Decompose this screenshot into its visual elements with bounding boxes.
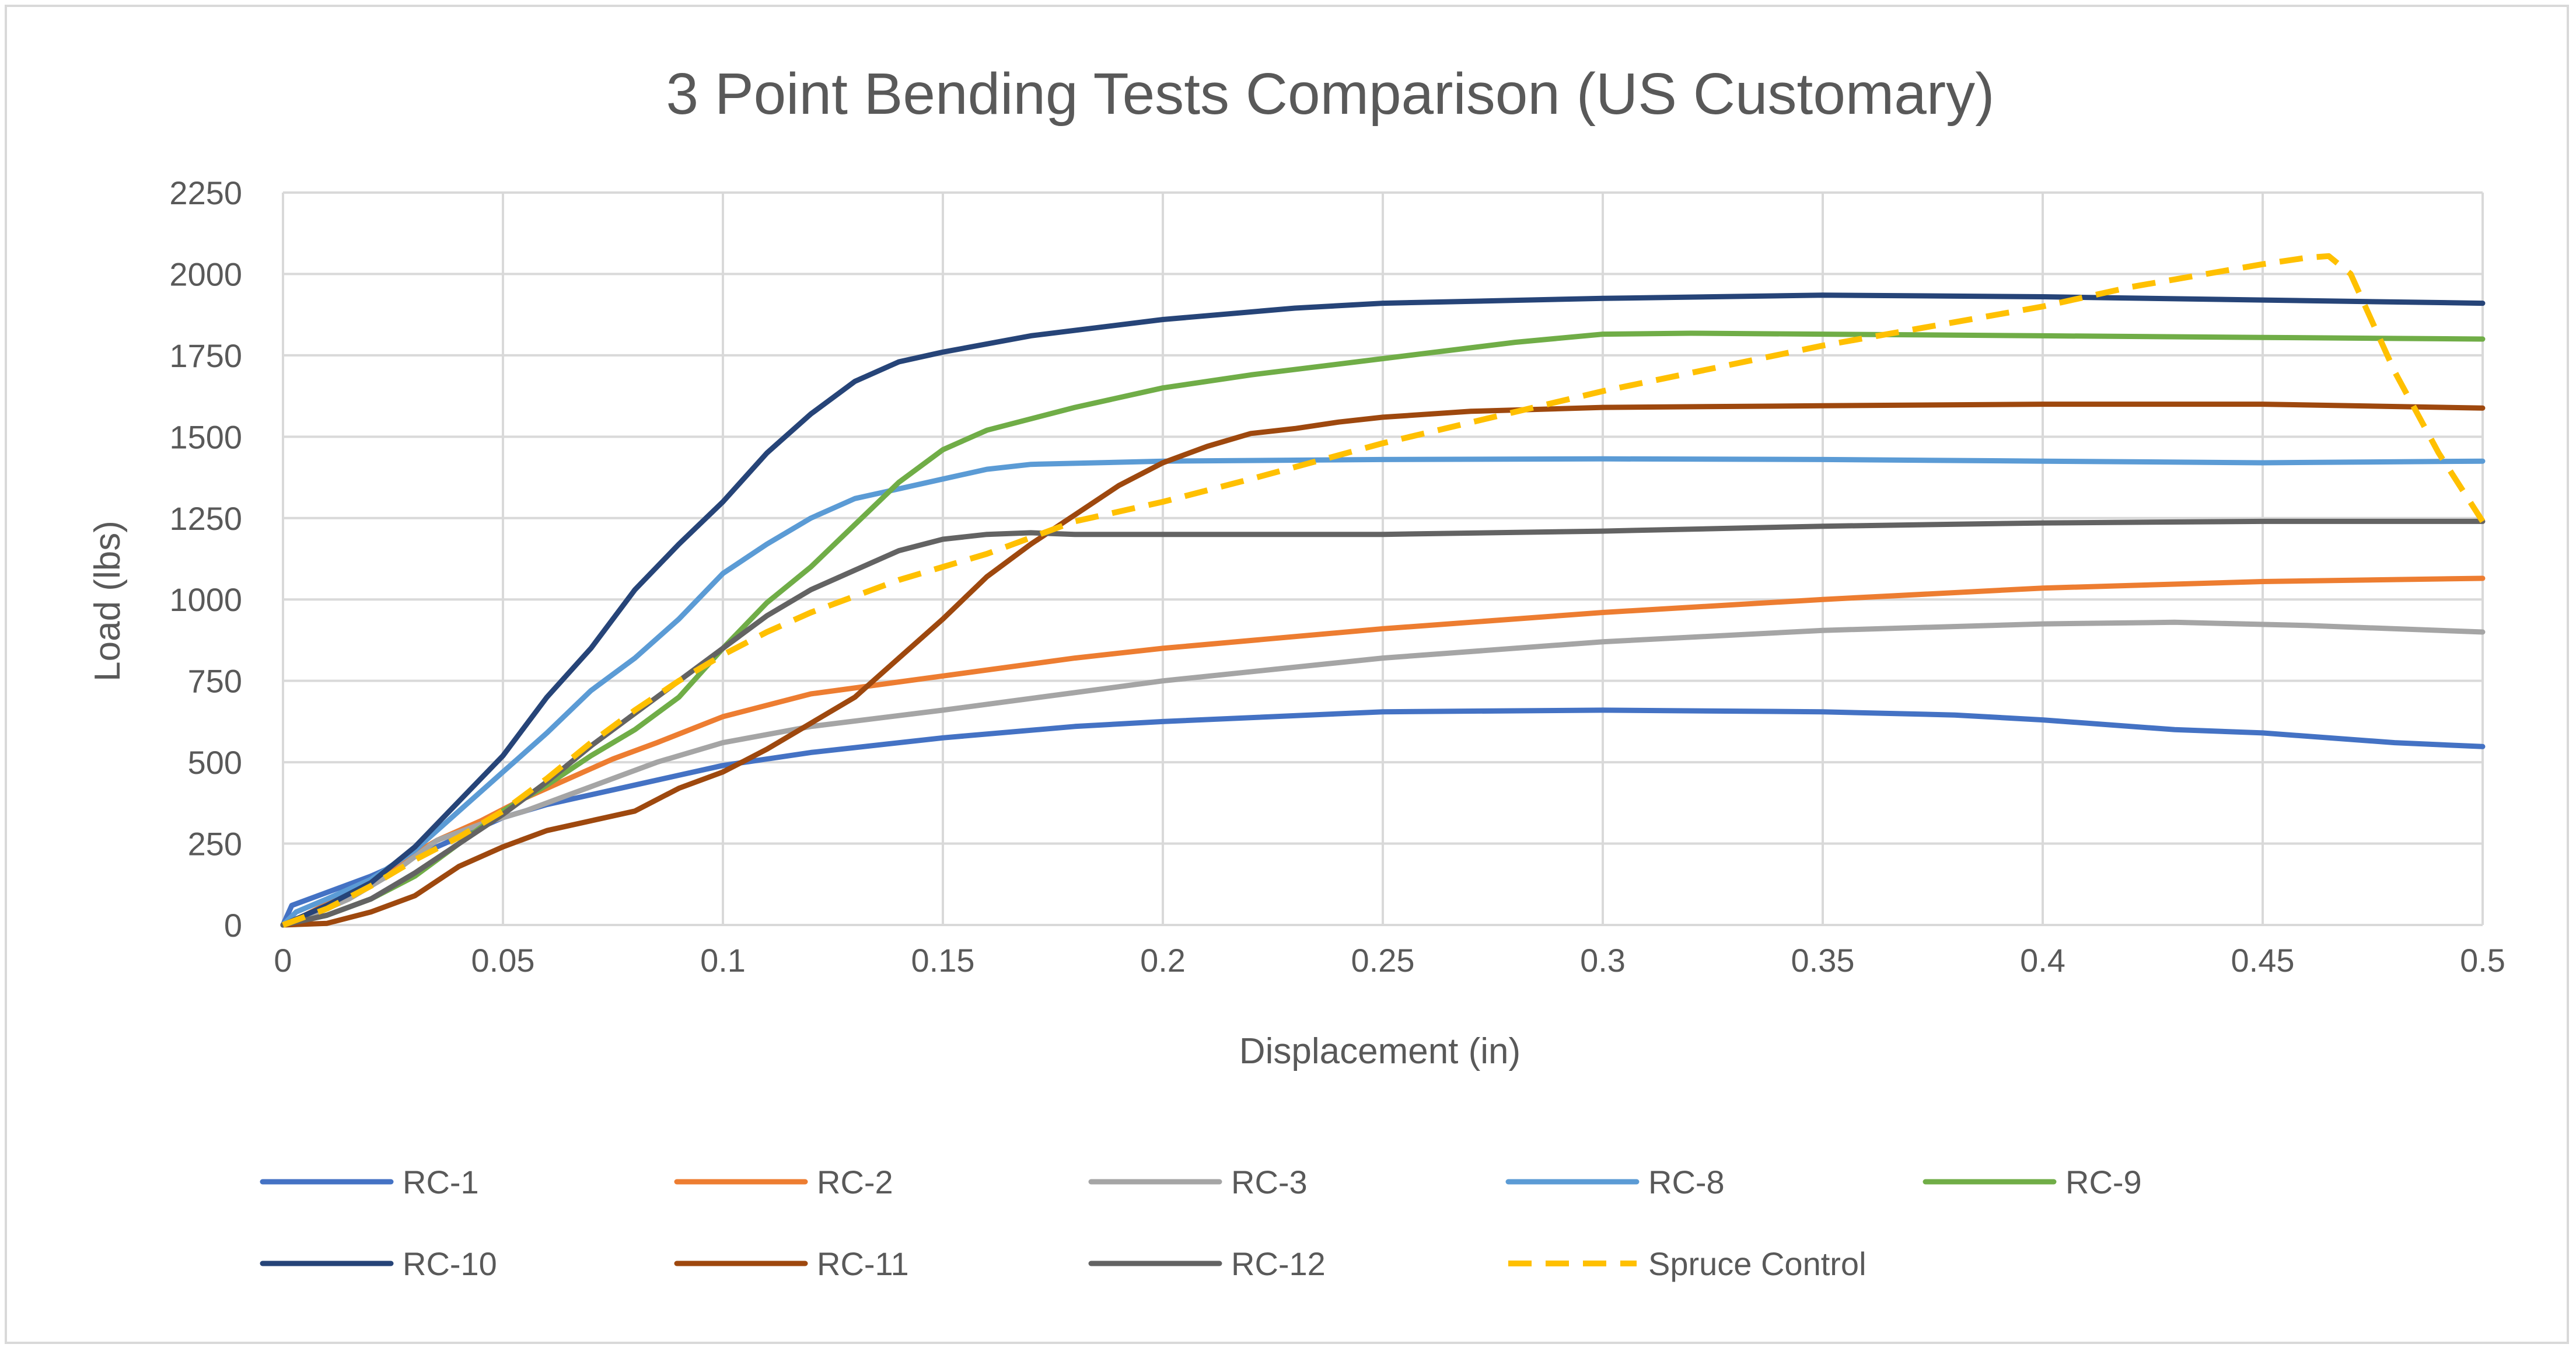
chart-frame bbox=[5, 5, 2569, 1344]
legend-label: RC-3 bbox=[1231, 1164, 1308, 1200]
x-axis-ticks: 0 0.05 0.1 0.15 0.2 0.25 0.3 0.35 0.4 0.45 0.5 bbox=[274, 942, 2505, 979]
legend-label: RC-11 bbox=[817, 1245, 909, 1282]
y-tick-label: 1000 bbox=[169, 581, 242, 618]
y-tick-label: 1750 bbox=[169, 337, 242, 374]
legend-label: RC-12 bbox=[1231, 1245, 1326, 1282]
series-line-rc-12 bbox=[280, 518, 2486, 928]
legend-label: RC-8 bbox=[1648, 1164, 1725, 1200]
series-line-rc-8 bbox=[280, 456, 2486, 928]
x-tick-label: 0.5 bbox=[2460, 942, 2505, 979]
x-tick-label: 0.25 bbox=[1351, 942, 1415, 979]
legend-item-rc-1: RC-1 bbox=[260, 1164, 479, 1200]
legend-label: Spruce Control bbox=[1648, 1245, 1867, 1282]
legend-item-rc-12: RC-12 bbox=[1088, 1245, 1326, 1282]
chart-title: 3 Point Bending Tests Comparison (US Cus… bbox=[666, 61, 1995, 127]
legend-item-spruce-control: Spruce Control bbox=[1508, 1245, 1867, 1282]
x-tick-label: 0.05 bbox=[471, 942, 535, 979]
legend-label: RC-10 bbox=[403, 1245, 497, 1282]
y-tick-label: 2250 bbox=[169, 174, 242, 211]
series-line-rc-10 bbox=[280, 292, 2486, 928]
x-tick-label: 0.4 bbox=[2020, 942, 2065, 979]
legend-label: RC-2 bbox=[817, 1164, 893, 1200]
x-tick-label: 0.35 bbox=[1791, 942, 1855, 979]
y-axis-label: Load (lbs) bbox=[88, 521, 128, 682]
x-tick-label: 0.2 bbox=[1140, 942, 1186, 979]
x-tick-label: 0 bbox=[274, 942, 292, 979]
legend-item-rc-3: RC-3 bbox=[1088, 1164, 1308, 1200]
series-lines bbox=[280, 253, 2486, 928]
legend-item-rc-8: RC-8 bbox=[1505, 1164, 1725, 1200]
x-tick-label: 0.15 bbox=[911, 942, 975, 979]
series-line-spruce-control bbox=[282, 253, 2486, 928]
legend-label: RC-9 bbox=[2065, 1164, 2142, 1200]
series-line-rc-11 bbox=[280, 402, 2486, 928]
legend: RC-1 RC-2 RC-3 RC-8 RC-9 RC-10 RC-11 RC-12 Spruc… bbox=[260, 1164, 2142, 1282]
y-tick-label: 500 bbox=[188, 744, 242, 781]
y-tick-label: 1250 bbox=[169, 500, 242, 537]
legend-item-rc-11: RC-11 bbox=[674, 1245, 909, 1282]
x-axis-label: Displacement (in) bbox=[1239, 1031, 1521, 1071]
x-tick-label: 0.1 bbox=[700, 942, 746, 979]
y-tick-label: 0 bbox=[224, 907, 242, 944]
legend-item-rc-10: RC-10 bbox=[260, 1245, 497, 1282]
y-tick-label: 250 bbox=[188, 826, 242, 863]
x-tick-label: 0.45 bbox=[2231, 942, 2295, 979]
y-tick-label: 1500 bbox=[169, 418, 242, 455]
x-tick-label: 0.3 bbox=[1580, 942, 1626, 979]
y-axis-ticks: 0 250 500 750 1000 1250 1500 1750 2000 2250 bbox=[169, 174, 242, 944]
y-tick-label: 750 bbox=[188, 663, 242, 700]
legend-item-rc-9: RC-9 bbox=[1923, 1164, 2142, 1200]
legend-label: RC-1 bbox=[403, 1164, 479, 1200]
legend-item-rc-2: RC-2 bbox=[674, 1164, 893, 1200]
y-tick-label: 2000 bbox=[169, 256, 242, 292]
series-line-rc-3 bbox=[280, 619, 2486, 928]
